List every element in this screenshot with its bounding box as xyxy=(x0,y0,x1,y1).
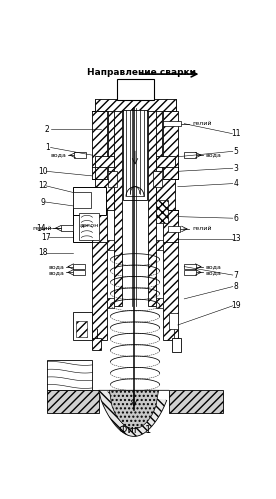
Text: 1: 1 xyxy=(45,143,50,152)
Text: вода: вода xyxy=(48,270,64,275)
Text: 13: 13 xyxy=(231,234,240,243)
Bar xyxy=(117,79,154,100)
Bar xyxy=(172,338,181,352)
Bar xyxy=(92,111,107,179)
Text: вода: вода xyxy=(206,270,222,275)
Text: 2: 2 xyxy=(45,125,50,134)
Text: 7: 7 xyxy=(233,270,238,279)
Bar xyxy=(73,210,106,243)
Bar xyxy=(184,153,196,158)
Text: вода: вода xyxy=(206,264,222,269)
Text: 9: 9 xyxy=(41,198,46,207)
Bar xyxy=(79,213,99,240)
Bar xyxy=(153,110,162,171)
Bar xyxy=(73,311,92,340)
Text: вода: вода xyxy=(206,153,222,158)
Bar xyxy=(153,171,162,187)
Text: гелий: гелий xyxy=(32,226,52,231)
Bar xyxy=(73,187,106,216)
Bar xyxy=(163,210,178,340)
Bar xyxy=(73,269,85,274)
Bar xyxy=(107,298,114,308)
Bar xyxy=(73,193,91,208)
Text: 19: 19 xyxy=(231,301,240,310)
Text: 8: 8 xyxy=(233,282,238,291)
Bar xyxy=(108,171,117,187)
Bar xyxy=(92,338,101,350)
Bar xyxy=(156,200,168,223)
Text: 11: 11 xyxy=(231,129,240,138)
Bar xyxy=(108,110,117,171)
Text: 4: 4 xyxy=(233,179,238,188)
Bar xyxy=(73,264,85,269)
Polygon shape xyxy=(109,390,158,429)
Text: 6: 6 xyxy=(233,214,238,223)
Bar xyxy=(92,210,107,340)
Text: 3: 3 xyxy=(233,164,238,173)
Bar xyxy=(107,241,114,250)
Text: вода: вода xyxy=(50,153,66,158)
Bar xyxy=(184,269,196,274)
Bar xyxy=(61,226,73,231)
Bar xyxy=(114,106,122,306)
Text: 14: 14 xyxy=(36,224,46,233)
Bar xyxy=(156,179,175,210)
Bar xyxy=(95,99,176,111)
Bar xyxy=(168,226,180,232)
Bar xyxy=(184,264,196,269)
Bar xyxy=(163,111,178,179)
Bar xyxy=(95,156,114,168)
Text: Направление сварки: Направление сварки xyxy=(87,68,196,77)
Text: 5: 5 xyxy=(233,147,238,156)
Text: вода: вода xyxy=(48,264,64,269)
Text: 12: 12 xyxy=(38,182,48,191)
Bar xyxy=(148,106,156,306)
Polygon shape xyxy=(47,360,92,390)
Text: 17: 17 xyxy=(41,233,51,242)
Bar xyxy=(95,179,114,210)
Text: гелий: гелий xyxy=(193,121,212,126)
Bar xyxy=(163,121,181,126)
Text: 18: 18 xyxy=(38,249,48,257)
Polygon shape xyxy=(47,390,99,413)
Text: аргон: аргон xyxy=(79,224,99,229)
Bar xyxy=(74,153,86,158)
Text: Фиг. 1: Фиг. 1 xyxy=(119,425,151,435)
Text: 10: 10 xyxy=(38,167,48,176)
Bar xyxy=(123,110,147,200)
Polygon shape xyxy=(169,390,223,413)
Bar xyxy=(168,210,178,243)
Bar xyxy=(156,241,163,250)
Bar xyxy=(169,313,178,329)
Bar xyxy=(156,156,175,168)
Bar xyxy=(126,110,144,196)
Bar xyxy=(156,298,163,308)
Bar xyxy=(76,321,87,336)
Text: гелий: гелий xyxy=(193,227,212,232)
